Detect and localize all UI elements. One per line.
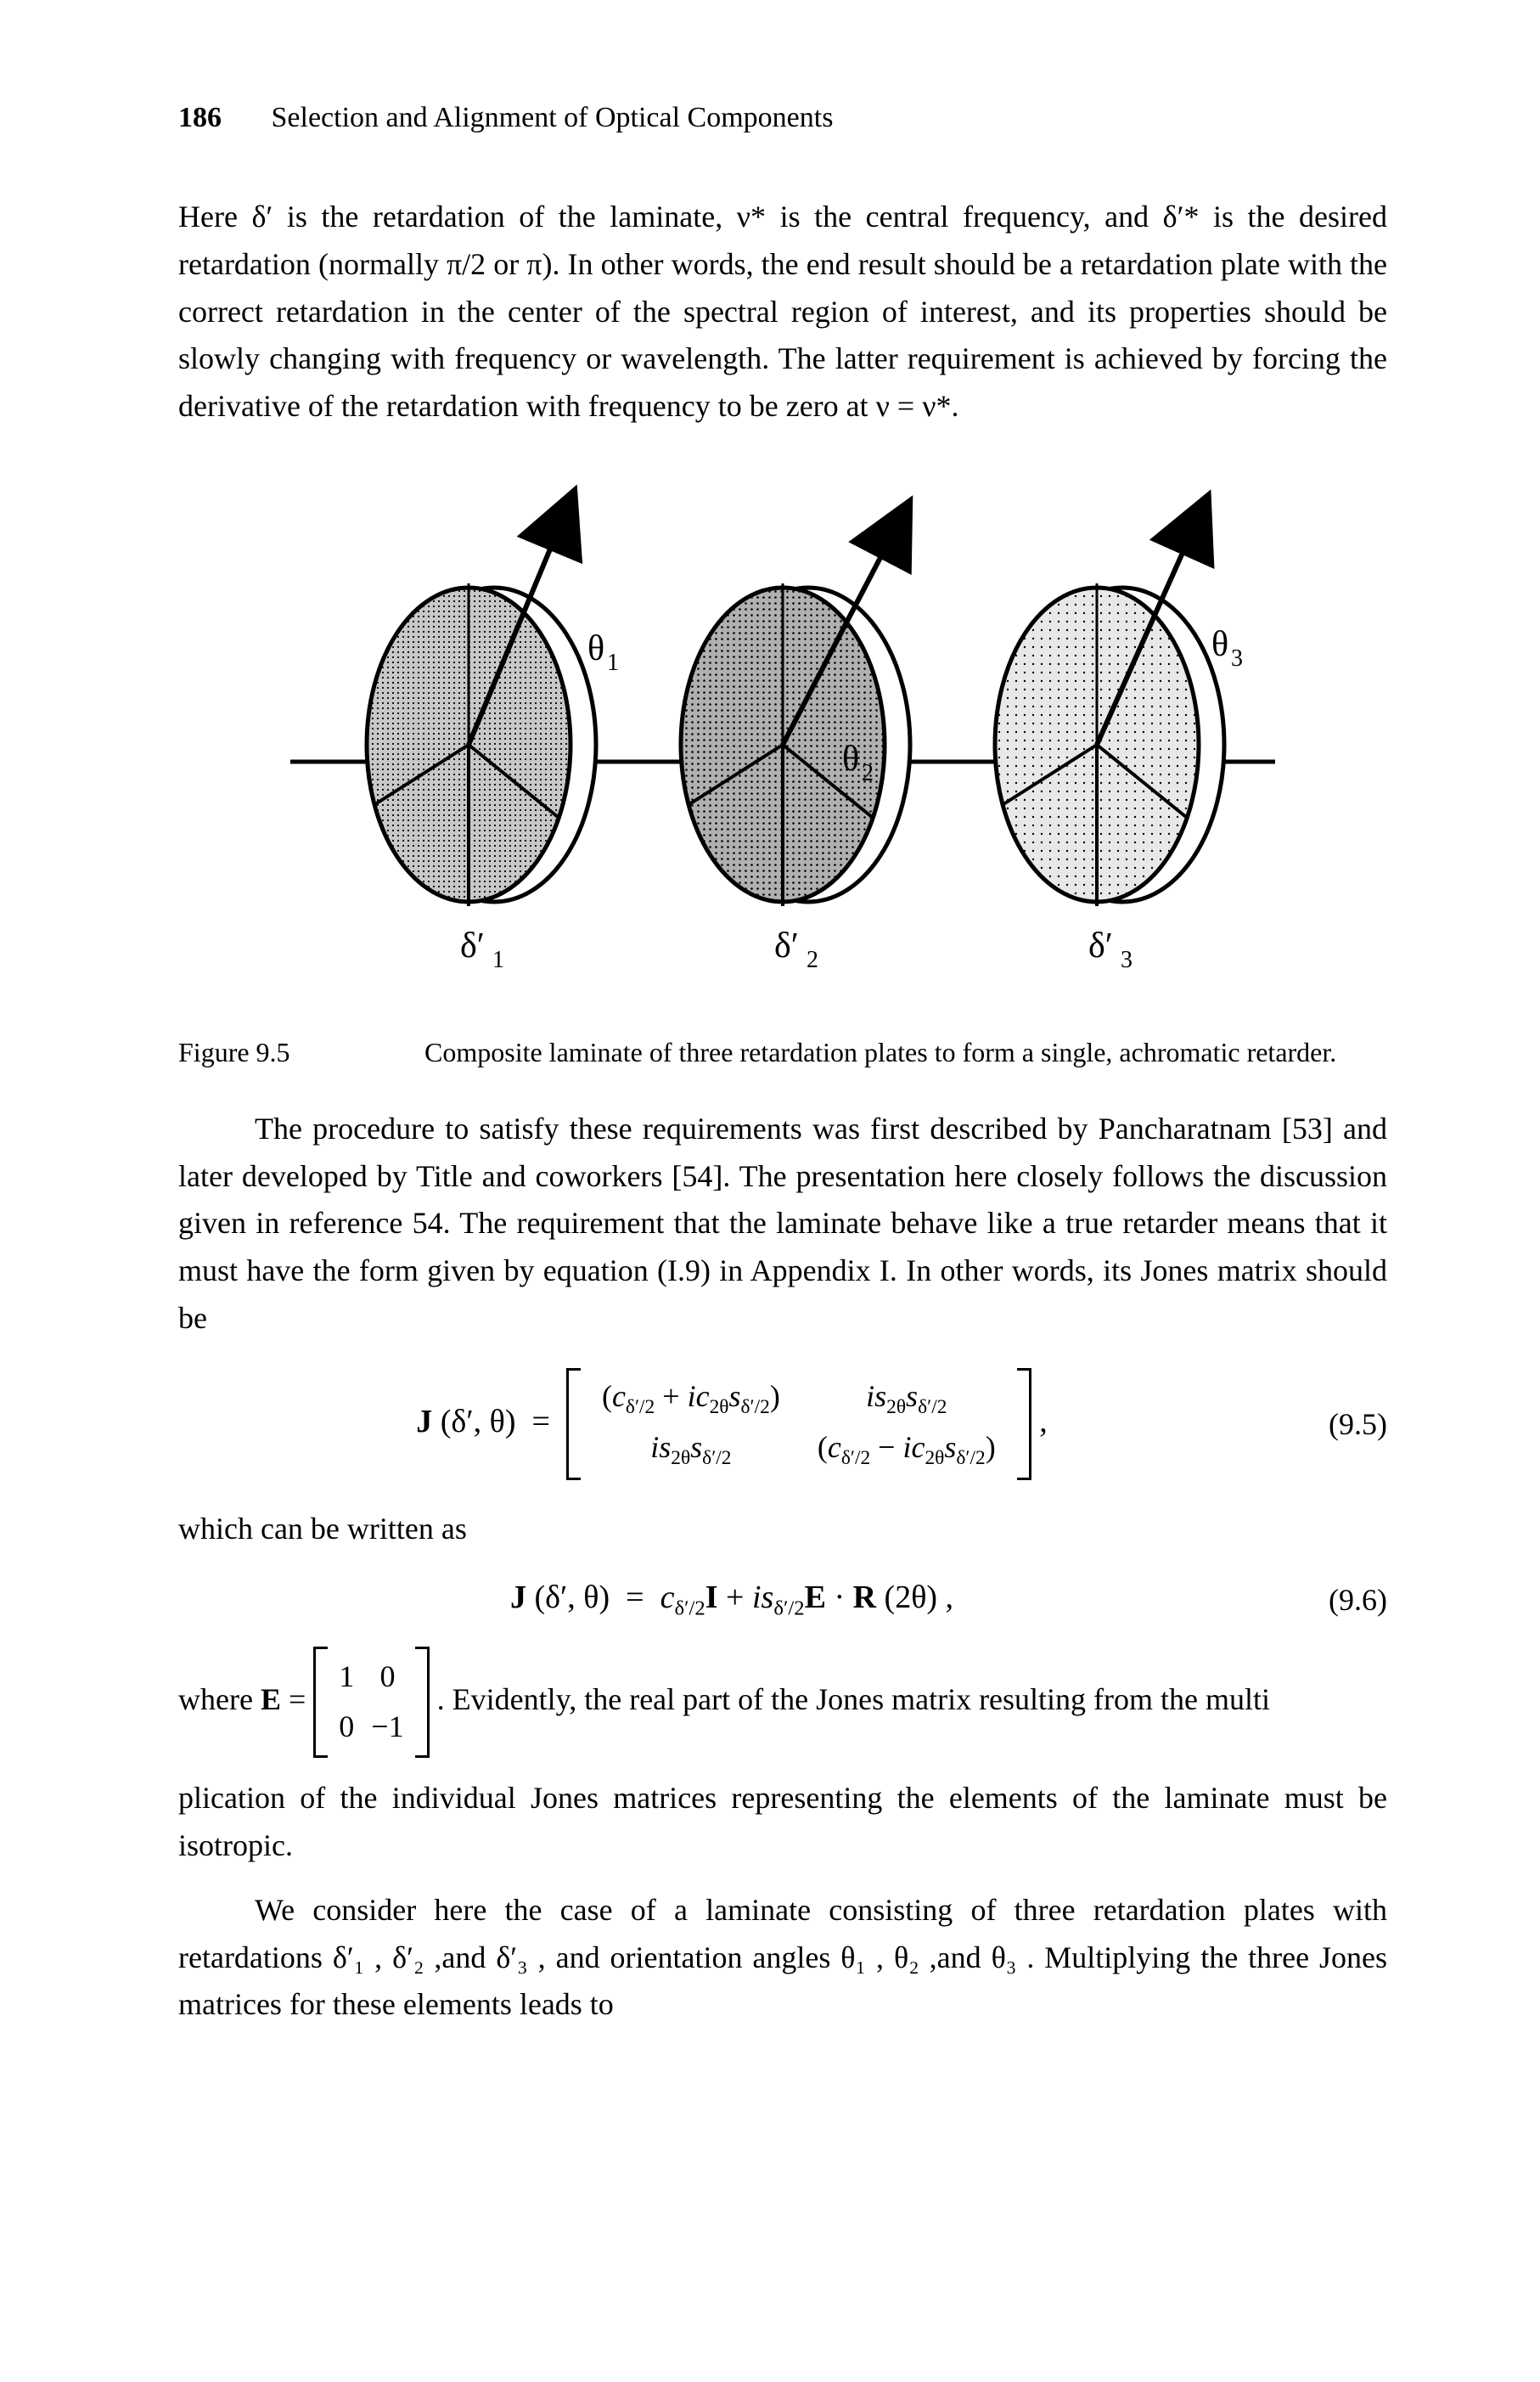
page-number: 186 bbox=[178, 102, 222, 133]
e-matrix: 10 0−1 bbox=[313, 1647, 429, 1759]
figure-caption-text: Composite laminate of three retardation … bbox=[424, 1033, 1336, 1072]
equation-number: (9.5) bbox=[1285, 1406, 1387, 1442]
paragraph-5: We consider here the case of a laminate … bbox=[178, 1887, 1387, 2029]
svg-text:δ′: δ′ bbox=[460, 926, 485, 966]
paragraph-3: which can be written as bbox=[178, 1506, 1387, 1553]
jones-matrix: (cδ′/2 + ic2θsδ′/2) is2θsδ′/2 is2θsδ′/2 … bbox=[566, 1368, 1031, 1480]
paragraph-1: Here δ′ is the retardation of the lamina… bbox=[178, 194, 1387, 431]
svg-text:1: 1 bbox=[492, 947, 504, 973]
plate-2 bbox=[681, 549, 910, 906]
svg-text:θ: θ bbox=[1211, 625, 1228, 664]
svg-text:δ′: δ′ bbox=[1088, 926, 1113, 966]
svg-text:1: 1 bbox=[607, 650, 619, 676]
running-header: 186 Selection and Alignment of Optical C… bbox=[178, 102, 1387, 134]
composite-laminate-diagram: θ 1 δ′ 1 θ 2 δ′ 2 bbox=[273, 481, 1292, 1008]
running-title: Selection and Alignment of Optical Compo… bbox=[272, 102, 834, 133]
svg-text:δ′: δ′ bbox=[774, 926, 799, 966]
equation-number: (9.6) bbox=[1285, 1582, 1387, 1618]
page: 186 Selection and Alignment of Optical C… bbox=[0, 0, 1540, 2148]
svg-text:2: 2 bbox=[862, 760, 874, 786]
figure-caption: Figure 9.5 Composite laminate of three r… bbox=[178, 1033, 1387, 1072]
plate-3 bbox=[995, 545, 1224, 906]
paragraph-2: The procedure to satisfy these requireme… bbox=[178, 1106, 1387, 1343]
equation-9-6: J (δ′, θ) = cδ′/2I + isδ′/2E · R (2θ) , … bbox=[178, 1579, 1387, 1621]
figure-9-5: θ 1 δ′ 1 θ 2 δ′ 2 bbox=[178, 481, 1387, 1008]
figure-label: Figure 9.5 bbox=[178, 1033, 424, 1072]
svg-text:3: 3 bbox=[1231, 645, 1243, 672]
paragraph-4-cont: plication of the individual Jones matric… bbox=[178, 1775, 1387, 1870]
paragraph-4: where E = 10 0−1 . Evidently, the real p… bbox=[178, 1647, 1387, 1759]
equation-9-5: J (δ′, θ) = (cδ′/2 + ic2θsδ′/2) is2θsδ′/… bbox=[178, 1368, 1387, 1480]
svg-text:θ: θ bbox=[587, 629, 604, 668]
svg-text:3: 3 bbox=[1121, 947, 1133, 973]
svg-text:θ: θ bbox=[842, 740, 859, 779]
svg-text:2: 2 bbox=[807, 947, 818, 973]
plate-1 bbox=[367, 541, 596, 906]
